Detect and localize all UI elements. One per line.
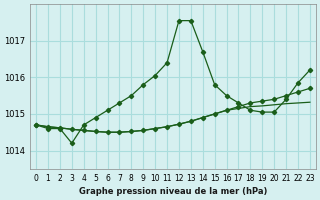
X-axis label: Graphe pression niveau de la mer (hPa): Graphe pression niveau de la mer (hPa) [79, 187, 267, 196]
